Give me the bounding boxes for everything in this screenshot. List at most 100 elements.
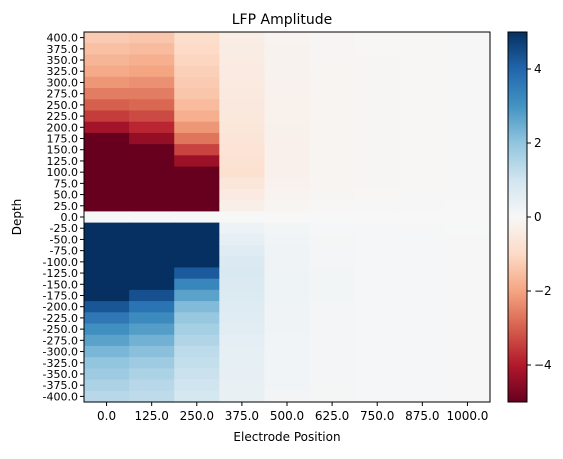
heatmap-cell: [174, 211, 220, 224]
y-axis-label: Depth: [10, 199, 24, 236]
heatmap-cell: [444, 144, 491, 156]
heatmap-cell: [129, 323, 175, 336]
heatmap-cell: [174, 245, 220, 257]
colorbar-tick-label: 4: [534, 62, 542, 76]
heatmap-cell: [444, 357, 491, 369]
heatmap-cell: [399, 65, 446, 78]
heatmap-cell: [354, 312, 401, 325]
heatmap-cell: [354, 390, 401, 403]
heatmap-cell: [399, 76, 446, 89]
heatmap-cell: [264, 110, 311, 123]
heatmap-cell: [309, 144, 356, 156]
heatmap-cell: [264, 334, 311, 347]
heatmap-cell: [174, 132, 220, 145]
heatmap-cell: [264, 256, 311, 269]
colorbar-tick-label: −2: [534, 284, 552, 298]
y-tick-label: -50.0: [50, 233, 78, 246]
heatmap-cell: [354, 256, 401, 269]
heatmap-cell: [399, 99, 446, 112]
heatmap-cell: [399, 289, 446, 302]
heatmap-cell: [444, 289, 491, 302]
heatmap-cell: [129, 99, 175, 112]
colorbar-ticks: 4 2 0 −2 −4: [527, 62, 552, 372]
y-tick-label: 150.0: [47, 144, 79, 157]
heatmap-cell: [84, 245, 130, 257]
heatmap-cell: [264, 301, 311, 313]
y-tick-label: -125.0: [43, 267, 78, 280]
x-tick-label: 750.0: [360, 409, 394, 423]
heatmap-cell: [399, 54, 446, 67]
heatmap-cell: [219, 54, 266, 67]
y-tick-label: 250.0: [47, 99, 79, 112]
heatmap-cell: [354, 110, 401, 123]
heatmap-cell: [399, 357, 446, 369]
heatmap-cell: [219, 345, 266, 358]
heatmap-cell: [174, 188, 220, 201]
heatmap-cell: [84, 278, 130, 291]
heatmap-cell: [264, 177, 311, 190]
heatmap-cell: [309, 211, 356, 224]
x-tick-label: 250.0: [180, 409, 214, 423]
x-tick-label: 125.0: [134, 409, 168, 423]
heatmap-cell: [129, 357, 175, 369]
heatmap-cell: [84, 289, 130, 302]
heatmap-cell: [174, 233, 220, 246]
heatmap-cell: [309, 379, 356, 392]
heatmap-cell: [84, 222, 130, 235]
heatmap-cell: [129, 65, 175, 78]
heatmap-cell: [129, 155, 175, 168]
heatmap-cell: [399, 200, 446, 212]
heatmap-cell: [399, 43, 446, 56]
heatmap-cell: [444, 32, 491, 44]
heatmap-cell: [444, 267, 491, 280]
heatmap-cell: [219, 88, 266, 100]
y-axis-ticks: 400.0375.0350.0325.0300.0275.0250.0225.0…: [43, 32, 84, 403]
heatmap-cell: [129, 200, 175, 212]
heatmap-cell: [354, 345, 401, 358]
heatmap-cell: [264, 188, 311, 201]
heatmap-cell: [399, 267, 446, 280]
heatmap-cell: [264, 211, 311, 224]
y-tick-label: 200.0: [47, 121, 79, 134]
heatmap-cell: [444, 312, 491, 325]
heatmap-cell: [129, 222, 175, 235]
heatmap-cell: [219, 233, 266, 246]
heatmap-cell: [354, 177, 401, 190]
heatmap-cell: [444, 188, 491, 201]
y-tick-label: -200.0: [43, 301, 78, 314]
heatmap-cell: [174, 88, 220, 100]
heatmap-cell: [309, 54, 356, 67]
heatmap-cell: [174, 345, 220, 358]
y-tick-label: -250.0: [43, 323, 78, 336]
heatmap-cell: [309, 88, 356, 100]
heatmap-cell: [264, 278, 311, 291]
y-tick-label: -325.0: [43, 357, 78, 370]
heatmap-cell: [354, 99, 401, 112]
heatmap-cell: [354, 132, 401, 145]
heatmap-cell: [264, 323, 311, 336]
heatmap-cell: [354, 267, 401, 280]
heatmap-cell: [309, 312, 356, 325]
heatmap-cell: [264, 368, 311, 381]
heatmap-cell: [444, 233, 491, 246]
heatmap-cell: [264, 132, 311, 145]
heatmap-cell: [399, 390, 446, 403]
heatmap-cell: [174, 99, 220, 112]
heatmap-cell: [399, 334, 446, 347]
heatmap-cell: [129, 289, 175, 302]
y-tick-label: -275.0: [43, 334, 78, 347]
chart-title: LFP Amplitude: [232, 12, 333, 28]
heatmap-cell: [399, 323, 446, 336]
heatmap-cell: [354, 289, 401, 302]
heatmap-cell: [84, 76, 130, 89]
heatmap-cell: [264, 99, 311, 112]
y-tick-label: -375.0: [43, 379, 78, 392]
heatmap-cell: [174, 166, 220, 179]
heatmap-cell: [444, 278, 491, 291]
heatmap-cell: [309, 177, 356, 190]
heatmap-cell: [444, 222, 491, 235]
heatmap-cell: [444, 121, 491, 134]
heatmap-cell: [399, 110, 446, 123]
heatmap-cell: [354, 121, 401, 134]
heatmap-cell: [174, 289, 220, 302]
